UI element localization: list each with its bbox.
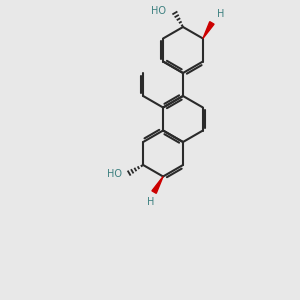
- Text: HO: HO: [106, 169, 122, 179]
- Polygon shape: [203, 22, 214, 38]
- Text: H: H: [147, 197, 155, 207]
- Text: H: H: [217, 9, 224, 19]
- Text: HO: HO: [151, 6, 166, 16]
- Polygon shape: [152, 176, 163, 193]
